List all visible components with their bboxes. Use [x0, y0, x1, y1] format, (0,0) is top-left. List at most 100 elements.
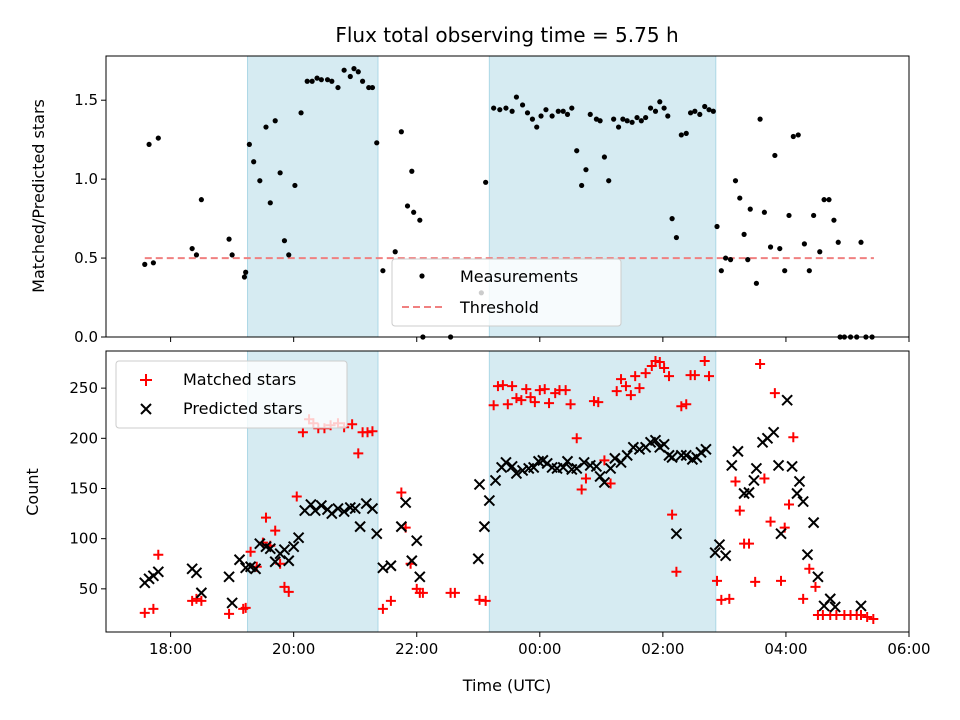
- data-point: [658, 438, 670, 451]
- data-point: [359, 78, 366, 84]
- data-point: [338, 505, 350, 518]
- data-point: [791, 487, 803, 500]
- data-point: [599, 455, 610, 466]
- data-point: [734, 505, 745, 516]
- data-point: [659, 363, 670, 374]
- data-point: [835, 239, 841, 245]
- data-point: [193, 252, 200, 258]
- data-point: [315, 499, 328, 512]
- y-tick-label: 1.0: [74, 170, 98, 188]
- data-point: [489, 474, 502, 487]
- data-point: [272, 118, 278, 124]
- data-point: [743, 486, 755, 499]
- top-y-axis-label: Matched/Predicted stars: [29, 99, 48, 293]
- data-point: [670, 527, 683, 540]
- data-point: [769, 388, 780, 399]
- data-point: [297, 427, 308, 438]
- data-point: [798, 593, 809, 604]
- data-point: [557, 461, 569, 474]
- data-point: [347, 73, 353, 80]
- data-point: [574, 148, 580, 154]
- data-point: [652, 108, 659, 114]
- data-point: [638, 118, 644, 124]
- data-point: [590, 460, 603, 473]
- data-point: [790, 133, 796, 140]
- data-point: [564, 111, 571, 118]
- data-point: [279, 581, 290, 592]
- data-point: [292, 182, 298, 189]
- data-point: [745, 257, 751, 263]
- highlight-band: [247, 55, 379, 338]
- data-point: [793, 475, 806, 488]
- data-point: [483, 179, 489, 185]
- data-point: [500, 456, 512, 469]
- data-point: [414, 571, 426, 583]
- data-point: [576, 484, 587, 495]
- data-point: [369, 84, 376, 91]
- data-point: [761, 209, 767, 215]
- data-point: [223, 571, 235, 583]
- data-point: [716, 594, 727, 605]
- data-point: [529, 397, 540, 408]
- bottom-legend: Matched stars Predicted stars: [115, 360, 348, 429]
- data-point: [351, 66, 357, 72]
- data-point: [241, 274, 248, 280]
- bottom-axes-frame: [105, 350, 910, 633]
- data-point: [267, 200, 273, 206]
- data-point: [680, 449, 692, 462]
- data-point: [191, 593, 202, 604]
- data-point: [483, 494, 496, 507]
- data-point: [579, 182, 585, 189]
- legend-marker-measurements: [419, 273, 425, 279]
- bottom-panel: 50 100 150 200 250 18:00 20:00 22:00 00:00 02:00 0…: [23, 350, 931, 695]
- data-point: [488, 400, 499, 411]
- data-point: [640, 368, 651, 379]
- data-point: [747, 206, 753, 212]
- data-point: [587, 111, 593, 118]
- data-point: [245, 546, 256, 557]
- data-point: [395, 520, 408, 533]
- data-point: [478, 520, 491, 533]
- y-tick-label: 100: [69, 530, 98, 548]
- data-point: [243, 269, 249, 275]
- data-point: [666, 451, 678, 464]
- data-point: [601, 154, 608, 160]
- data-point: [366, 502, 379, 515]
- data-point: [286, 252, 292, 258]
- data-point: [417, 217, 423, 223]
- data-point: [377, 603, 388, 614]
- top-axes-frame: [105, 55, 910, 338]
- data-point: [374, 140, 380, 146]
- data-point: [709, 547, 721, 559]
- data-point: [620, 116, 626, 122]
- data-point: [513, 94, 520, 100]
- data-point: [251, 159, 257, 165]
- x-tick-label: 18:00: [149, 640, 192, 658]
- data-point: [689, 370, 700, 381]
- data-point: [811, 212, 817, 219]
- data-point: [759, 473, 770, 484]
- data-point: [630, 371, 641, 382]
- data-point: [649, 434, 662, 447]
- data-point: [291, 491, 302, 502]
- data-point: [354, 520, 366, 533]
- data-point: [777, 245, 783, 252]
- data-point: [385, 595, 396, 606]
- data-point: [687, 110, 694, 116]
- data-point: [673, 234, 680, 241]
- data-point: [699, 356, 710, 367]
- data-point: [263, 124, 269, 130]
- data-point: [633, 443, 646, 456]
- data-point: [449, 587, 460, 598]
- data-point: [332, 502, 344, 515]
- legend-marker-matched: [140, 374, 152, 386]
- data-point: [249, 563, 262, 575]
- data-point: [812, 571, 824, 583]
- data-point: [718, 268, 724, 274]
- data-point: [269, 556, 281, 568]
- data-point: [615, 124, 622, 130]
- data-point: [675, 449, 688, 462]
- data-point: [856, 609, 867, 620]
- data-point: [198, 197, 204, 203]
